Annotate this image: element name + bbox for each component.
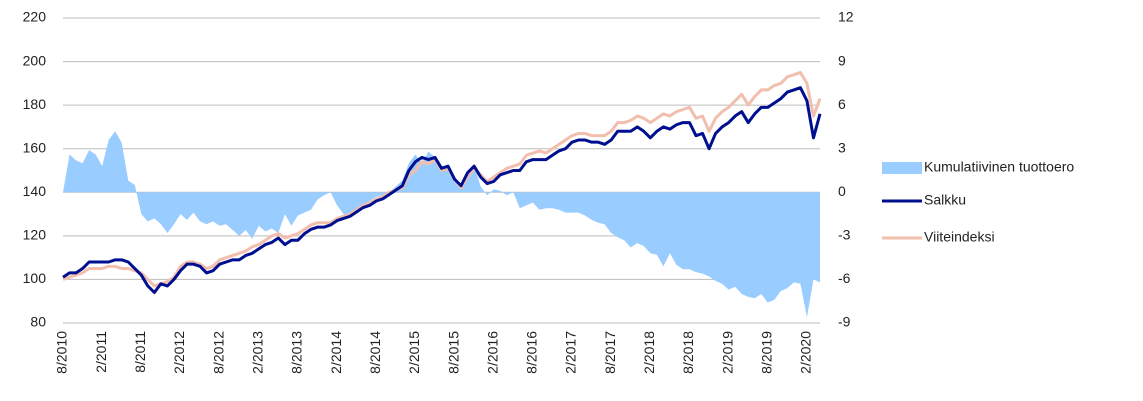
x-tick-label: 8/2010 bbox=[54, 331, 70, 374]
y2-tick-label: 12 bbox=[838, 9, 854, 25]
y2-tick-label: -9 bbox=[838, 314, 851, 330]
y-tick-label: 200 bbox=[23, 52, 47, 68]
y-tick-label: 80 bbox=[30, 314, 46, 330]
y2-tick-label: -6 bbox=[838, 270, 851, 286]
x-tick-label: 2/2015 bbox=[406, 331, 422, 374]
y2-tick-label: -3 bbox=[838, 227, 851, 243]
x-tick-label: 8/2011 bbox=[132, 331, 148, 373]
x-tick-label: 2/2013 bbox=[249, 331, 265, 374]
x-tick-label: 8/2016 bbox=[524, 331, 540, 374]
x-tick-label: 2/2012 bbox=[171, 331, 187, 374]
y2-tick-label: 3 bbox=[838, 139, 846, 155]
x-tick-label: 2/2017 bbox=[563, 331, 579, 374]
y2-tick-label: 6 bbox=[838, 96, 846, 112]
y-tick-label: 220 bbox=[23, 9, 47, 25]
x-tick-label: 2/2020 bbox=[798, 331, 814, 374]
x-tick-label: 8/2014 bbox=[367, 331, 383, 374]
y-tick-label: 100 bbox=[23, 270, 47, 286]
area bbox=[63, 131, 820, 318]
x-tick-label: 8/2015 bbox=[445, 331, 461, 374]
y2-tick-label: 9 bbox=[838, 52, 846, 68]
line bbox=[62, 70, 822, 288]
x-tick-label: 2/2014 bbox=[328, 331, 344, 374]
x-tick-label: 8/2017 bbox=[602, 331, 618, 374]
x-tick-label: 2/2018 bbox=[641, 331, 657, 374]
legend-label: Viiteindeksi bbox=[924, 229, 995, 245]
y-tick-label: 160 bbox=[23, 139, 47, 155]
y2-tick-label: 0 bbox=[838, 183, 846, 199]
y-tick-label: 120 bbox=[23, 227, 47, 243]
x-tick-label: 2/2019 bbox=[719, 331, 735, 374]
legend-label: Salkku bbox=[924, 192, 966, 208]
legend-swatch bbox=[882, 162, 922, 174]
y-tick-label: 140 bbox=[23, 183, 47, 199]
x-tick-label: 8/2019 bbox=[758, 331, 774, 374]
x-tick-label: 2/2016 bbox=[484, 331, 500, 374]
legend-label: Kumulatiivinen tuottoero bbox=[924, 159, 1074, 175]
x-tick-label: 8/2013 bbox=[289, 331, 305, 374]
line bbox=[62, 86, 822, 294]
y-tick-label: 180 bbox=[23, 96, 47, 112]
x-tick-label: 8/2018 bbox=[680, 331, 696, 374]
x-tick-label: 2/2011 bbox=[93, 331, 109, 373]
x-tick-label: 8/2012 bbox=[210, 331, 226, 374]
